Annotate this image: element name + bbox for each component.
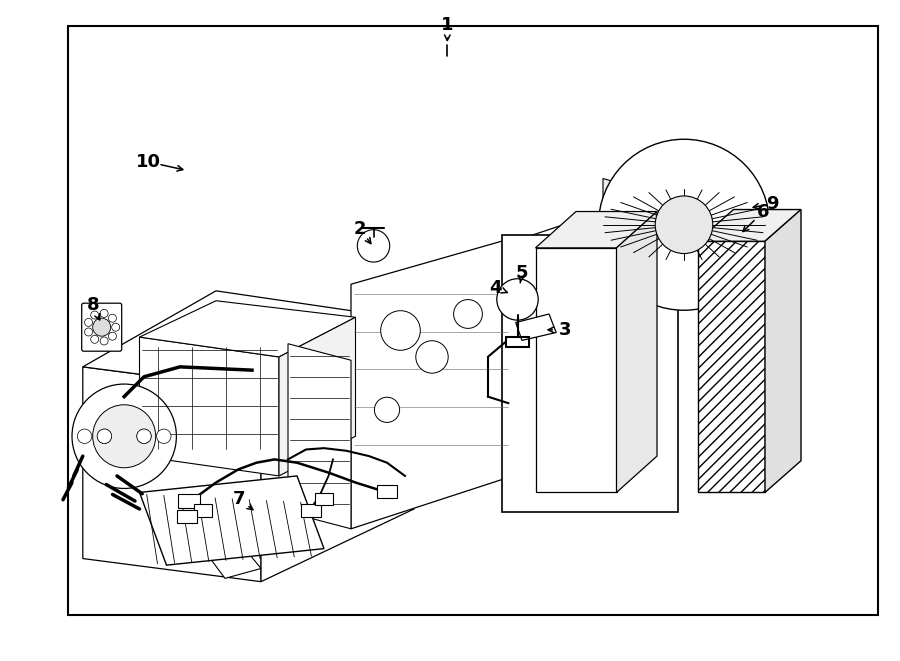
Circle shape — [97, 429, 112, 444]
Circle shape — [112, 323, 120, 331]
Circle shape — [655, 196, 713, 254]
Polygon shape — [279, 317, 356, 476]
Circle shape — [137, 429, 151, 444]
Circle shape — [100, 337, 108, 345]
Circle shape — [416, 340, 448, 373]
Bar — [301, 504, 320, 517]
Circle shape — [108, 332, 116, 340]
Bar — [177, 510, 197, 524]
Circle shape — [598, 139, 770, 310]
Text: 4: 4 — [489, 278, 501, 297]
Circle shape — [497, 279, 538, 320]
Circle shape — [454, 299, 482, 329]
Polygon shape — [140, 476, 324, 565]
Polygon shape — [288, 344, 351, 529]
Circle shape — [374, 397, 400, 422]
Polygon shape — [603, 178, 648, 397]
Polygon shape — [616, 212, 657, 492]
Text: 9: 9 — [766, 194, 778, 213]
Polygon shape — [140, 301, 356, 357]
Circle shape — [77, 429, 92, 444]
Bar — [194, 504, 212, 518]
Circle shape — [91, 311, 99, 319]
Bar — [68, 26, 878, 615]
Polygon shape — [83, 291, 396, 390]
Bar — [315, 493, 333, 505]
Circle shape — [108, 314, 116, 322]
Polygon shape — [516, 314, 556, 340]
Text: 2: 2 — [354, 219, 366, 238]
Text: 10: 10 — [136, 153, 161, 171]
Polygon shape — [83, 367, 261, 582]
Polygon shape — [698, 210, 801, 241]
Polygon shape — [261, 317, 414, 582]
Text: 8: 8 — [86, 296, 99, 315]
Polygon shape — [140, 337, 279, 476]
Text: 7: 7 — [232, 490, 245, 508]
Polygon shape — [198, 535, 261, 578]
Circle shape — [381, 311, 420, 350]
Circle shape — [157, 429, 171, 444]
Text: 5: 5 — [516, 264, 528, 282]
Circle shape — [97, 429, 112, 444]
Circle shape — [357, 229, 390, 262]
Bar — [502, 235, 678, 512]
Text: 6: 6 — [757, 202, 770, 221]
Circle shape — [72, 384, 176, 488]
Bar — [178, 494, 200, 508]
Circle shape — [85, 319, 93, 327]
Polygon shape — [765, 210, 801, 492]
Bar — [698, 241, 765, 492]
Polygon shape — [504, 212, 603, 476]
Text: 1: 1 — [441, 16, 454, 34]
Circle shape — [85, 328, 93, 336]
Text: 3: 3 — [559, 321, 572, 339]
Circle shape — [91, 335, 99, 343]
Circle shape — [93, 318, 111, 336]
Polygon shape — [536, 212, 657, 248]
Circle shape — [137, 429, 151, 444]
Bar — [377, 485, 397, 498]
Polygon shape — [536, 248, 617, 492]
Polygon shape — [351, 238, 513, 529]
Circle shape — [100, 309, 108, 317]
FancyBboxPatch shape — [82, 303, 122, 351]
Circle shape — [93, 405, 156, 468]
